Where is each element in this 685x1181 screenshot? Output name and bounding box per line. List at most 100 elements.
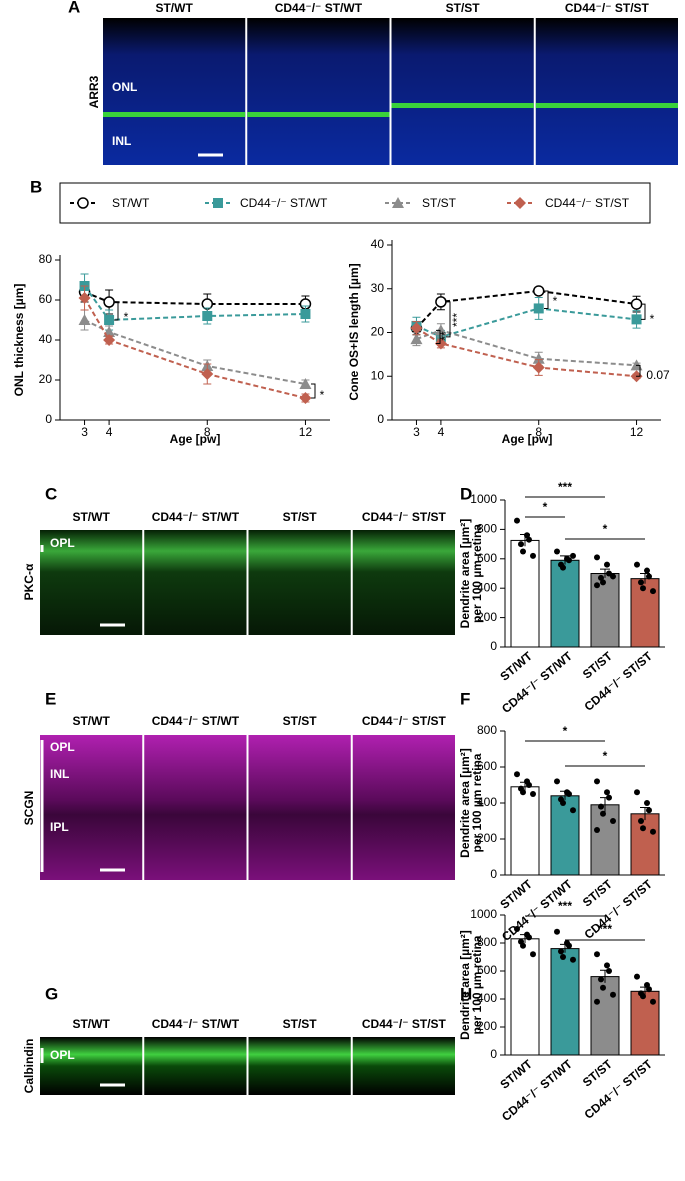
x-tick-label: ST/ST: [580, 649, 616, 682]
y-tick-label: 200: [477, 1019, 497, 1033]
data-point: [435, 296, 447, 308]
series-line: [415, 289, 637, 329]
legend-box: [59, 182, 651, 224]
significance: *: [603, 522, 608, 536]
bar: [590, 804, 620, 876]
column-label: CD44⁻/⁻ ST/WT: [152, 1017, 240, 1031]
data-point: [520, 942, 526, 949]
data-point: [594, 827, 600, 833]
data-point: [532, 361, 545, 374]
bar: [510, 938, 540, 1056]
data-point: [532, 285, 545, 297]
panel-letter: H: [460, 984, 472, 1003]
data-point: [560, 954, 566, 960]
data-point: [570, 552, 576, 559]
data-point: [299, 378, 312, 389]
micrograph: [40, 735, 143, 880]
data-point: [300, 309, 311, 319]
data-point: [640, 585, 646, 592]
layer-label: OPL: [50, 740, 75, 754]
data-point: [650, 998, 656, 1005]
layer-label: INL: [112, 134, 131, 148]
layer-label: ONL: [112, 80, 137, 94]
series-line: [84, 319, 306, 385]
bracket: [311, 383, 316, 399]
data-point: [566, 791, 572, 797]
data-point: [434, 337, 447, 350]
data-point: [600, 984, 606, 991]
x-tick-label: CD44⁻/⁻ ST/ST: [582, 1057, 656, 1122]
significance: *: [563, 724, 568, 738]
data-point: [594, 951, 600, 958]
data-point: [533, 303, 544, 314]
series-line: [416, 307, 637, 338]
arr3-band: [535, 103, 678, 108]
legend-label: ST/WT: [112, 196, 150, 210]
legend-label: CD44⁻/⁻ ST/ST: [545, 196, 630, 210]
significance: *: [320, 388, 325, 402]
x-tick-label: 4: [438, 425, 445, 439]
data-point: [201, 368, 214, 380]
y-tick-label: 0: [45, 412, 52, 426]
significance: *: [603, 749, 608, 763]
significance: *: [124, 310, 129, 324]
x-tick-label: CD44⁻/⁻ ST/WT: [499, 1057, 575, 1124]
data-point: [530, 791, 536, 797]
micrograph: [535, 18, 678, 165]
data-point: [606, 968, 612, 974]
error-bar: [640, 573, 650, 584]
y-tick-label: 30: [371, 281, 385, 295]
x-axis-label: Age [pw]: [170, 432, 221, 446]
panel-letter: A: [68, 0, 80, 16]
x-tick-label: 4: [106, 425, 113, 439]
column-label: CD44⁻/⁻ ST/ST: [362, 1017, 447, 1031]
data-point: [598, 976, 604, 983]
data-point: [434, 324, 447, 336]
data-point: [570, 807, 576, 814]
column-label: ST/ST: [283, 1017, 318, 1031]
micrograph: [352, 1037, 455, 1095]
x-tick-label: 3: [81, 425, 88, 439]
y-axis-label: per 100 µm retina: [470, 935, 484, 1034]
data-point: [560, 800, 566, 806]
y-axis-label: ONL thickness [µm]: [12, 284, 26, 397]
bar: [510, 786, 540, 876]
y-tick-label: 40: [371, 237, 385, 251]
data-point: [566, 942, 572, 949]
column-label: ST/WT: [72, 510, 110, 524]
data-point: [566, 557, 572, 564]
micrograph: [247, 18, 390, 165]
series-line: [415, 327, 637, 378]
data-point: [299, 392, 312, 404]
column-label: CD44⁻/⁻ ST/WT: [152, 510, 240, 524]
panel-letter: G: [45, 984, 58, 1003]
y-tick-label: 10: [371, 368, 385, 382]
column-label: ST/WT: [72, 1017, 110, 1031]
y-tick-label: 800: [477, 935, 497, 949]
y-tick-label: 200: [477, 831, 497, 845]
legend-marker: [77, 197, 89, 209]
significance: ***: [450, 313, 464, 327]
data-point: [570, 956, 576, 963]
data-point: [610, 818, 616, 824]
x-tick-label: 8: [535, 425, 542, 439]
column-label: ST/WT: [155, 1, 193, 15]
data-point: [644, 800, 650, 806]
micrograph: [144, 1037, 247, 1095]
data-point: [518, 541, 524, 548]
panel-letter: D: [460, 484, 472, 503]
series-line: [416, 329, 637, 367]
significance: *: [543, 500, 548, 514]
panel-letter: E: [45, 689, 56, 708]
arr3-band: [103, 112, 246, 117]
data-point: [526, 782, 532, 788]
bracket: [114, 301, 119, 321]
y-tick-label: 200: [477, 610, 497, 624]
micrograph: [144, 530, 247, 635]
bar: [550, 795, 580, 876]
data-point: [594, 582, 600, 589]
micrograph: [103, 18, 246, 165]
bracket: [436, 329, 441, 344]
data-point: [410, 333, 423, 345]
data-point: [650, 828, 656, 835]
